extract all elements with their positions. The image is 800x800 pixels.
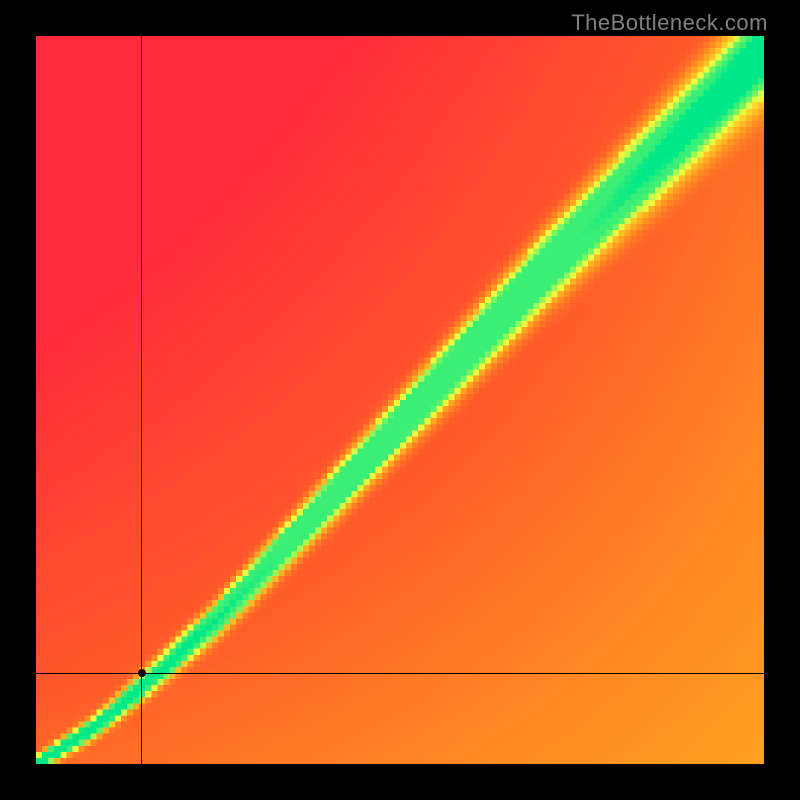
plot-area	[36, 36, 764, 764]
heatmap-canvas	[36, 36, 764, 764]
figure-root: TheBottleneck.com	[0, 0, 800, 800]
crosshair-vertical	[141, 36, 142, 764]
crosshair-marker	[138, 669, 146, 677]
watermark-text: TheBottleneck.com	[571, 10, 768, 36]
